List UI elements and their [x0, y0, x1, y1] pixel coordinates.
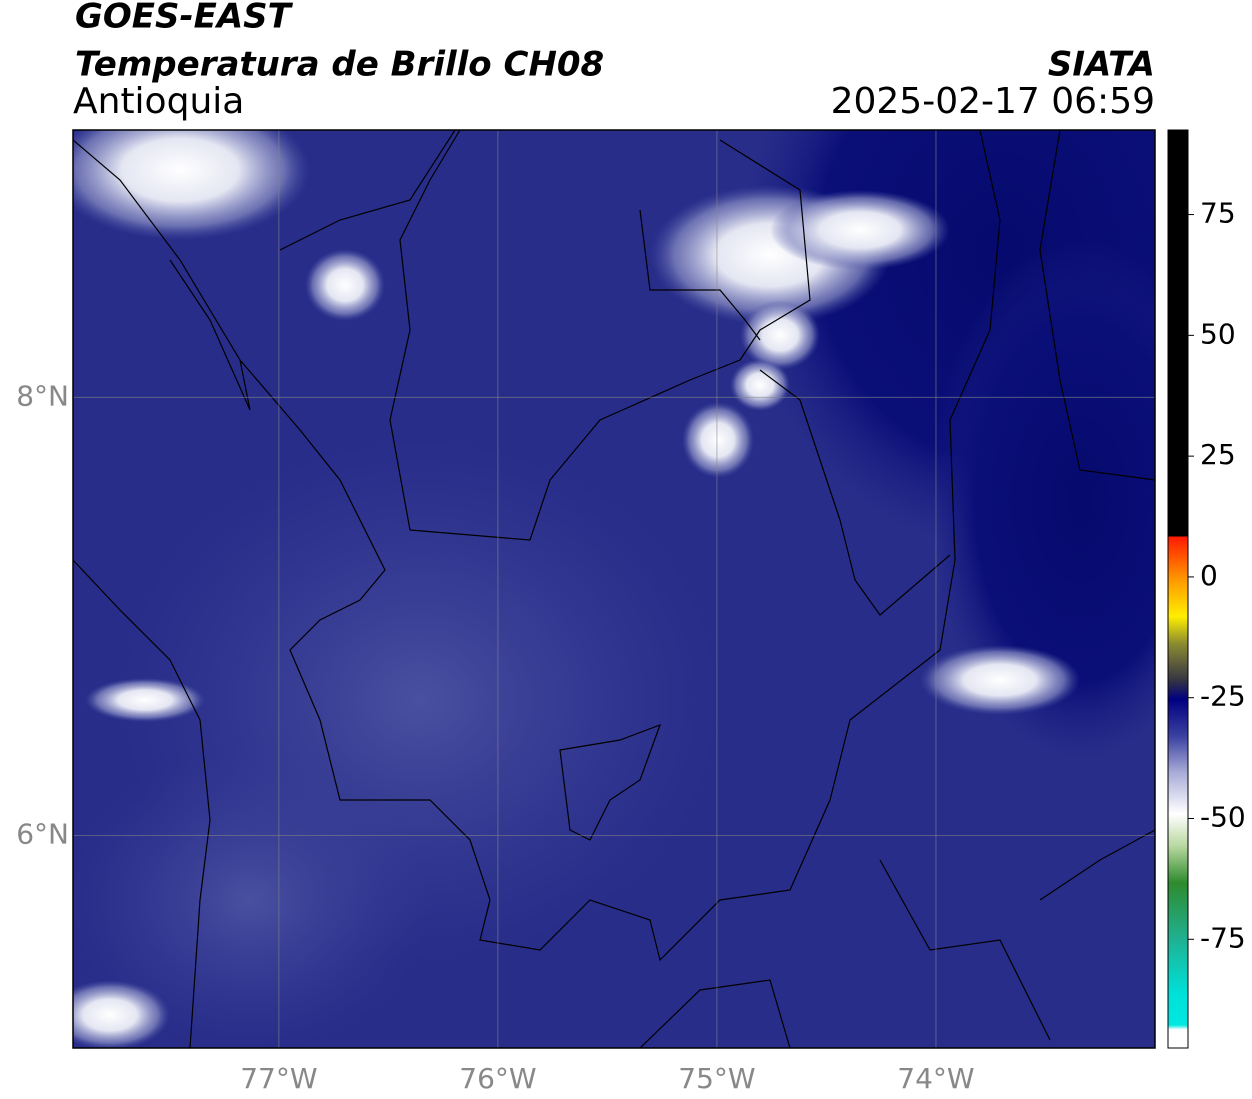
- border: [559, 723, 662, 841]
- border: [73, 130, 1001, 962]
- x-tick-label: 76°W: [459, 1062, 536, 1095]
- map-frame: [72, 129, 1156, 1049]
- region: Antioquia: [73, 81, 244, 122]
- colorbar: [1167, 129, 1189, 1049]
- border: [73, 559, 211, 1048]
- border: [639, 209, 761, 341]
- colorbar-tick-label: -50: [1200, 801, 1246, 834]
- cloud: [730, 359, 790, 411]
- cloud: [85, 678, 205, 722]
- border: [169, 130, 456, 411]
- x-tick-label: 74°W: [897, 1062, 974, 1095]
- colorbar-tick-label: 25: [1200, 438, 1236, 471]
- cloud: [770, 190, 950, 270]
- colorbar-tick-label: 50: [1200, 317, 1236, 350]
- colorbar-tick-label: 75: [1200, 197, 1236, 230]
- border: [759, 369, 951, 616]
- cloud: [920, 645, 1080, 715]
- cloud: [305, 249, 385, 321]
- border: [1039, 130, 1155, 481]
- border: [409, 139, 811, 541]
- x-tick-label: 75°W: [678, 1062, 755, 1095]
- haze: [73, 750, 430, 1048]
- cloud: [73, 130, 310, 240]
- grid: [73, 130, 1155, 1048]
- colorbar-tick-label: 0: [1200, 559, 1218, 592]
- cloud: [740, 300, 820, 370]
- colorbar-tick-label: -75: [1200, 921, 1246, 954]
- border: [639, 979, 791, 1048]
- title: GOES-EAST: [75, 0, 294, 37]
- cloud: [682, 402, 754, 478]
- product: Temperatura de Brillo CH08: [75, 45, 604, 85]
- border: [389, 130, 461, 531]
- cold-region: [930, 240, 1155, 760]
- x-tick-label: 77°W: [240, 1062, 317, 1095]
- datetime: 2025-02-17 06:59: [831, 81, 1155, 122]
- colorbar-tick-label: -25: [1200, 680, 1246, 713]
- y-tick-label: 8°N: [16, 379, 69, 412]
- cloud: [73, 980, 170, 1048]
- map: [73, 130, 1155, 1048]
- y-tick-label: 6°N: [16, 817, 69, 850]
- source: SIATA: [1048, 45, 1155, 85]
- border: [879, 829, 1155, 1041]
